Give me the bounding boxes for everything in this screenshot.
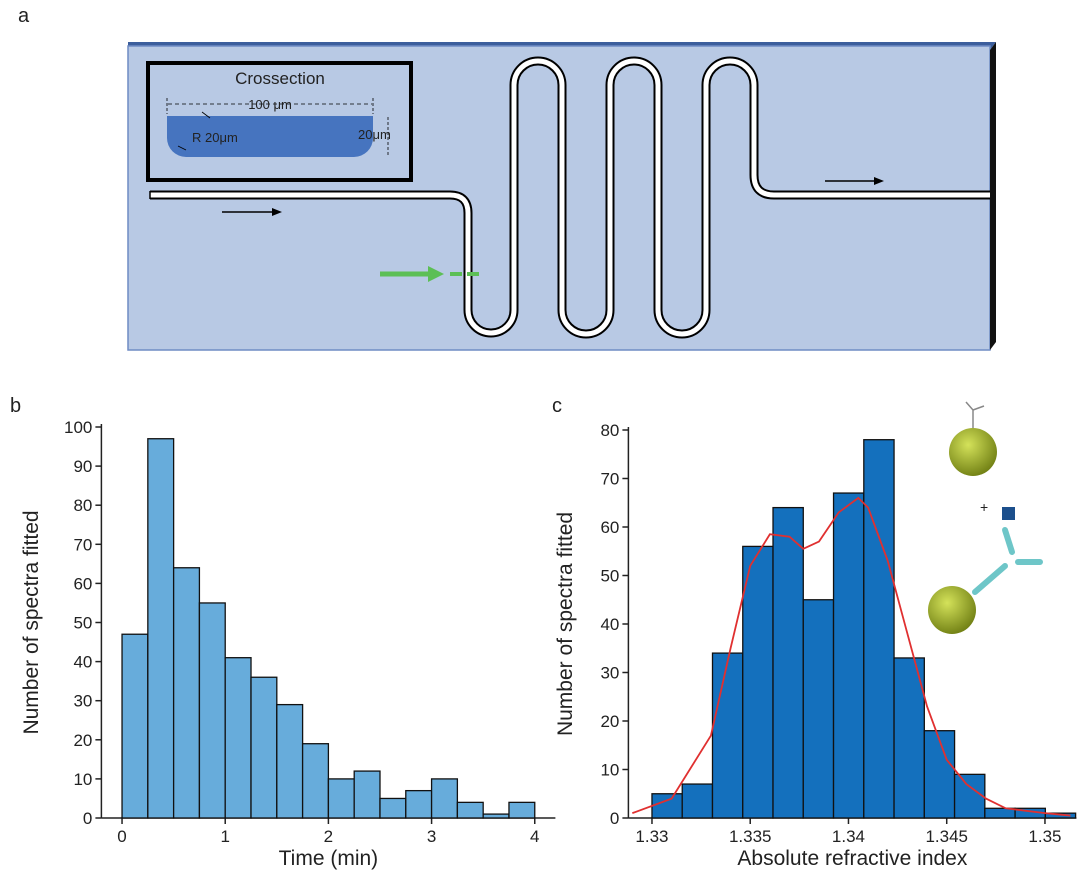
- height-label: 20μm: [358, 127, 391, 142]
- inset-illustration: +: [928, 401, 1043, 634]
- bar: [953, 773, 986, 819]
- x-tick-label: 4: [530, 827, 539, 846]
- bar: [301, 743, 330, 819]
- y-tick-label: 0: [610, 809, 619, 828]
- bar: [772, 506, 804, 819]
- y-axis-label: Number of spectra fitted: [20, 510, 43, 734]
- panel-label: b: [10, 395, 21, 417]
- y-tick-label: 100: [64, 418, 92, 437]
- panel-label: a: [18, 5, 30, 27]
- y-tick-label: 50: [600, 567, 619, 586]
- bar: [681, 783, 714, 819]
- y-tick-label: 70: [600, 470, 619, 489]
- bar: [482, 813, 510, 819]
- x-tick-label: 1.33: [635, 827, 668, 846]
- y-tick-label: 80: [600, 421, 619, 440]
- bar: [121, 633, 149, 819]
- y-tick-label: 60: [600, 518, 619, 537]
- x-tick-label: 1.335: [729, 827, 772, 846]
- bar: [651, 793, 683, 819]
- y-tick-label: 20: [73, 731, 92, 750]
- bar: [353, 770, 381, 819]
- y-tick-label: 80: [73, 496, 92, 515]
- y-tick-label: 90: [73, 457, 92, 476]
- bar: [832, 492, 865, 819]
- y-tick-label: 30: [73, 692, 92, 711]
- width-label: 100 μm: [248, 97, 292, 112]
- x-tick-label: 1: [220, 827, 229, 846]
- x-tick-label: 2: [324, 827, 333, 846]
- y-tick-label: 60: [73, 574, 92, 593]
- y-tick-label: 70: [73, 535, 92, 554]
- bar: [147, 438, 175, 819]
- y-tick-label: 30: [600, 664, 619, 683]
- bar: [863, 439, 895, 819]
- x-axis-label: Time (min): [279, 847, 379, 870]
- x-tick-label: 1.35: [1028, 827, 1061, 846]
- bar: [923, 730, 956, 819]
- bar: [711, 652, 744, 819]
- y-tick-label: 40: [600, 615, 619, 634]
- bar: [430, 778, 459, 819]
- bar: [172, 567, 201, 819]
- svg-text:+: +: [980, 499, 988, 515]
- radius-label: R 20μm: [192, 130, 238, 145]
- fit-line: [632, 496, 1071, 817]
- chip-diagram: Crossection 100 μm R 20μm 20μm: [127, 42, 996, 351]
- x-tick-label: 3: [427, 827, 436, 846]
- bar: [276, 703, 304, 819]
- y-axis-label: Number of spectra fitted: [554, 512, 577, 736]
- bar: [742, 545, 774, 819]
- inset-title: Crossection: [235, 69, 325, 88]
- panel-label: c: [552, 395, 562, 417]
- bar: [250, 676, 278, 819]
- bar: [456, 801, 484, 819]
- bar: [893, 657, 925, 819]
- y-tick-label: 0: [83, 809, 92, 828]
- x-tick-label: 1.345: [925, 827, 968, 846]
- x-axis-label: Absolute refractive index: [737, 847, 967, 870]
- y-tick-label: 40: [73, 653, 92, 672]
- bar: [379, 797, 407, 819]
- x-tick-label: 1.34: [832, 827, 865, 846]
- bar: [508, 801, 536, 819]
- y-tick-label: 10: [73, 770, 92, 789]
- bar: [405, 789, 433, 819]
- bar: [802, 599, 835, 819]
- y-tick-label: 10: [600, 761, 619, 780]
- bar: [198, 602, 226, 819]
- bar: [327, 778, 355, 819]
- x-tick-label: 0: [117, 827, 126, 846]
- y-tick-label: 50: [73, 614, 92, 633]
- bar: [1044, 812, 1077, 819]
- y-tick-label: 20: [600, 712, 619, 731]
- bar: [224, 657, 252, 819]
